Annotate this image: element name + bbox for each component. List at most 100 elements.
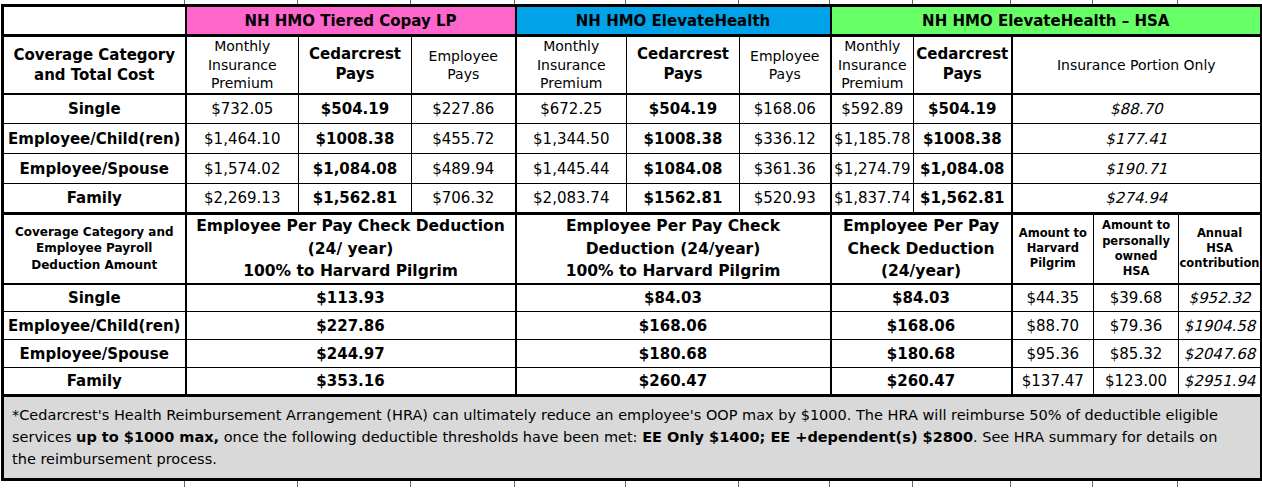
amount-hsa-value: $85.32: [1094, 340, 1179, 368]
deduction-value: $84.03: [831, 284, 1012, 312]
deduction-value: $168.06: [831, 312, 1012, 340]
footnote-segment: EE Only $1400; EE +dependent(s) $2800: [642, 429, 973, 445]
footnote-row: *Cedarcrest's Health Reimbursement Arran…: [3, 396, 1262, 480]
annual-hsa-value: $2047.68: [1179, 340, 1262, 368]
value-cell: $2,083.74: [516, 184, 627, 214]
row-label: Employee/Child(ren): [3, 312, 186, 340]
value-cell: $168.06: [740, 94, 831, 124]
gridline-tick: [625, 0, 626, 4]
col-label-annual-hsa: Annual HSA contribution: [1179, 214, 1262, 284]
gridline-tick: [829, 481, 830, 487]
value-cell: $504.19: [627, 94, 740, 124]
col-label-employee-pays: Employee Pays: [740, 36, 831, 94]
deduction-value: $260.47: [516, 368, 831, 396]
value-cell: $1,574.02: [186, 154, 299, 184]
col-label-amount-harvard-pilgrim: Amount to Harvard Pilgrim: [1012, 214, 1094, 284]
col-label-insurance-portion-only: Insurance Portion Only: [1012, 36, 1262, 94]
gridline-tick: [912, 0, 913, 4]
value-cell: $1,344.50: [516, 124, 627, 154]
footnote-segment: once the following deductible thresholds…: [219, 429, 642, 445]
value-cell: $732.05: [186, 94, 299, 124]
value-cell: $520.93: [740, 184, 831, 214]
s2-data-row: Employee/Spouse$244.97$180.68$180.68$95.…: [3, 340, 1262, 368]
deduction-value: $180.68: [516, 340, 831, 368]
value-cell: $455.72: [412, 124, 516, 154]
value-cell: $2,269.13: [186, 184, 299, 214]
s1-data-row: Single$732.05$504.19$227.86$672.25$504.1…: [3, 94, 1262, 124]
gridline-tick: [1092, 481, 1093, 487]
deduction-value: $180.68: [831, 340, 1012, 368]
gridline-tick: [514, 481, 515, 487]
deduction-value: $168.06: [516, 312, 831, 340]
value-cell: $489.94: [412, 154, 516, 184]
plan-header: NH HMO ElevateHealth – HSA: [831, 6, 1262, 36]
col-label-amount-owned-hsa: Amount to personally owned HSA: [1094, 214, 1179, 284]
col-label-monthly-premium: Monthly Insurance Premium: [186, 36, 299, 94]
value-cell: $361.36: [740, 154, 831, 184]
deduction-value: $84.03: [516, 284, 831, 312]
value-cell-insurance-portion: $177.41: [1012, 124, 1262, 154]
col-label-cedarcrest-pays: Cedarcrest Pays: [627, 36, 740, 94]
s1-data-row: Family$2,269.13$1,562.81$706.32$2,083.74…: [3, 184, 1262, 214]
amount-hsa-value: $79.36: [1094, 312, 1179, 340]
section2-corner-label: Coverage Category and Employee Payroll D…: [3, 214, 186, 284]
gridline-tick: [410, 481, 411, 487]
value-cell: $504.19: [914, 94, 1012, 124]
plan-header: NH HMO Tiered Copay LP: [186, 6, 516, 36]
value-cell: $1,084.08: [299, 154, 412, 184]
row-label: Employee/Spouse: [3, 340, 186, 368]
value-cell: $1008.38: [914, 124, 1012, 154]
gridline-tick: [829, 0, 830, 4]
value-cell: $336.12: [740, 124, 831, 154]
amount-hp-value: $95.36: [1012, 340, 1094, 368]
value-cell: $1,562.81: [299, 184, 412, 214]
bottom-gridline-strip: [1, 481, 1260, 487]
amount-hp-value: $88.70: [1012, 312, 1094, 340]
value-cell: $672.25: [516, 94, 627, 124]
gridline-tick: [184, 481, 185, 487]
value-cell: $1008.38: [627, 124, 740, 154]
gridline-tick: [1010, 0, 1011, 4]
amount-hp-value: $137.47: [1012, 368, 1094, 396]
amount-hsa-value: $123.00: [1094, 368, 1179, 396]
row-label: Single: [3, 94, 186, 124]
gridline-tick: [184, 0, 185, 4]
deduction-value: $260.47: [831, 368, 1012, 396]
gridline-tick: [738, 0, 739, 4]
value-cell: $706.32: [412, 184, 516, 214]
value-cell: $1,274.79: [831, 154, 914, 184]
s2-data-row: Single$113.93$84.03$84.03$44.35$39.68$95…: [3, 284, 1262, 312]
benefits-comparison-sheet: NH HMO Tiered Copay LP NH HMO ElevateHeal…: [0, 0, 1262, 493]
gridline-tick: [1092, 0, 1093, 4]
value-cell: $592.89: [831, 94, 914, 124]
row-label: Single: [3, 284, 186, 312]
gridline-tick: [625, 481, 626, 487]
value-cell: $1,084.08: [914, 154, 1012, 184]
annual-hsa-value: $952.32: [1179, 284, 1262, 312]
deduction-value: $244.97: [186, 340, 516, 368]
gridline-tick: [297, 0, 298, 4]
s2-data-row: Employee/Child(ren)$227.86$168.06$168.06…: [3, 312, 1262, 340]
footnote-segment: up to $1000 max,: [76, 429, 219, 445]
section1-corner-label: Coverage Category and Total Cost: [3, 36, 186, 94]
gridline-tick: [514, 0, 515, 4]
value-cell: $227.86: [412, 94, 516, 124]
deduction-header-hsa: Employee Per Pay Check Deduction (24/yea…: [831, 214, 1012, 284]
value-cell: $1,837.74: [831, 184, 914, 214]
value-cell: $1,445.44: [516, 154, 627, 184]
value-cell: $1084.08: [627, 154, 740, 184]
row-label: Family: [3, 368, 186, 396]
value-cell: $504.19: [299, 94, 412, 124]
col-label-cedarcrest-pays: Cedarcrest Pays: [914, 36, 1012, 94]
col-label-monthly-premium: Monthly Insurance Premium: [516, 36, 627, 94]
column-label-row: Coverage Category and Total CostMonthly …: [3, 36, 1262, 94]
s1-data-row: Employee/Child(ren)$1,464.10$1008.38$455…: [3, 124, 1262, 154]
gridline-tick: [1010, 481, 1011, 487]
corner-empty-cell: [3, 6, 186, 36]
col-label-cedarcrest-pays: Cedarcrest Pays: [299, 36, 412, 94]
gridline-tick: [912, 481, 913, 487]
deduction-value: $227.86: [186, 312, 516, 340]
amount-hsa-value: $39.68: [1094, 284, 1179, 312]
annual-hsa-value: $2951.94: [1179, 368, 1262, 396]
deduction-header-tiered: Employee Per Pay Check Deduction (24/ ye…: [186, 214, 516, 284]
